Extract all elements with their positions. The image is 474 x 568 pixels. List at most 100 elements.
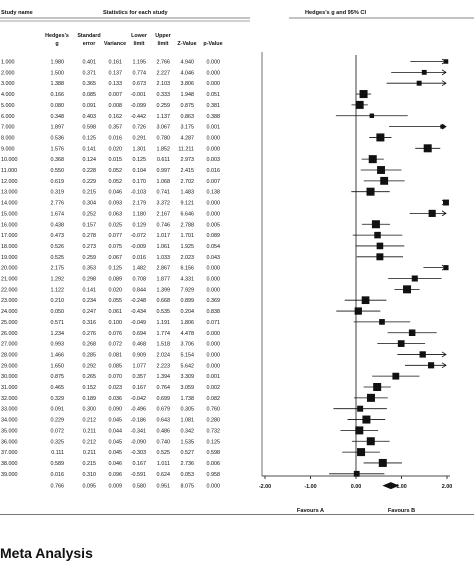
study-variance: 0.075: [109, 244, 123, 250]
study-p-value: 0.000: [207, 363, 221, 369]
study-effect-marker: [423, 144, 432, 153]
study-lower-limit: 0.673: [133, 81, 147, 87]
study-variance: 0.090: [109, 407, 123, 413]
x-tick-label: -1.00: [304, 484, 316, 490]
column-header-z-value-line2: Z-Value: [177, 41, 196, 47]
favours-left-label: Favours A: [297, 508, 324, 514]
study-p-value: 0.958: [207, 472, 221, 478]
study-z-value: 3.059: [181, 385, 195, 391]
study-p-value: 0.000: [207, 81, 221, 87]
study-effect-marker: [378, 458, 387, 467]
study-effect-marker: [357, 405, 364, 412]
study-lower-limit: -0.434: [131, 309, 146, 315]
summary-hedges-g: 0.766: [51, 484, 65, 490]
study-name: 12.000: [1, 179, 18, 185]
study-upper-limit: 0.668: [157, 298, 171, 304]
summary-standard-error: 0.095: [83, 484, 97, 490]
study-z-value: 2.736: [181, 461, 195, 467]
study-p-value: 0.000: [207, 146, 221, 152]
study-standard-error: 0.292: [83, 363, 97, 369]
study-hedges-g: 0.875: [51, 374, 65, 380]
study-hedges-g: 0.325: [51, 439, 65, 445]
study-z-value: 5.154: [181, 352, 195, 358]
favours-right-label: Favours B: [388, 508, 415, 514]
study-variance: 0.072: [109, 342, 123, 348]
study-lower-limit: -0.103: [131, 190, 146, 196]
study-lower-limit: -0.442: [131, 114, 146, 120]
study-name: 14.000: [1, 201, 18, 207]
study-effect-marker: [357, 448, 366, 457]
study-p-value: 0.138: [207, 190, 221, 196]
study-standard-error: 0.152: [83, 385, 97, 391]
study-upper-limit: 0.740: [157, 439, 171, 445]
study-standard-error: 0.304: [83, 201, 97, 207]
study-upper-limit: 0.997: [157, 168, 171, 174]
study-standard-error: 0.316: [83, 320, 97, 326]
column-header-hedges-g-line1: Hedges's: [45, 33, 69, 39]
study-hedges-g: 0.091: [51, 407, 65, 413]
study-hedges-g: 0.210: [51, 298, 65, 304]
study-standard-error: 0.401: [83, 60, 97, 66]
study-hedges-g: 1.500: [51, 70, 65, 76]
study-effect-marker: [416, 80, 422, 86]
study-name: 38.000: [1, 461, 18, 467]
study-p-value: 0.732: [207, 428, 221, 434]
study-variance: 0.023: [109, 385, 123, 391]
study-hedges-g: 0.619: [51, 179, 65, 185]
study-lower-limit: -0.248: [131, 298, 146, 304]
study-effect-marker: [443, 199, 449, 206]
study-standard-error: 0.273: [83, 244, 97, 250]
study-variance: 0.161: [109, 60, 123, 66]
study-standard-error: 0.212: [83, 418, 97, 424]
study-name: 24.000: [1, 309, 18, 315]
study-lower-limit: 0.357: [133, 374, 147, 380]
study-standard-error: 0.300: [83, 407, 97, 413]
study-effect-marker: [355, 100, 364, 109]
study-effect-marker: [392, 372, 400, 380]
study-lower-limit: 0.125: [133, 157, 147, 163]
study-lower-limit: 0.774: [133, 70, 147, 76]
study-hedges-g: 0.111: [51, 450, 64, 456]
study-standard-error: 0.371: [83, 70, 97, 76]
study-name: 5.000: [1, 103, 15, 109]
study-upper-limit: 0.624: [157, 472, 171, 478]
study-name: 31.000: [1, 385, 18, 391]
study-z-value: 1.701: [181, 233, 195, 239]
study-variance: 0.063: [109, 211, 123, 217]
study-standard-error: 0.234: [83, 298, 97, 304]
study-hedges-g: 1.466: [51, 352, 65, 358]
study-z-value: 2.415: [181, 168, 195, 174]
study-p-value: 0.760: [207, 407, 221, 413]
study-variance: 0.089: [109, 277, 123, 283]
study-z-value: 1.806: [181, 320, 195, 326]
study-variance: 0.045: [109, 450, 123, 456]
study-p-value: 0.000: [207, 70, 221, 76]
study-name: 32.000: [1, 396, 18, 402]
study-name: 4.000: [1, 92, 15, 98]
study-effect-marker: [366, 437, 375, 446]
study-upper-limit: 0.611: [157, 157, 170, 163]
summary-p-value: 0.000: [207, 484, 221, 490]
study-effect-marker: [374, 231, 381, 239]
study-upper-limit: 0.741: [157, 190, 171, 196]
study-standard-error: 0.125: [83, 135, 97, 141]
study-upper-limit: 1.137: [157, 114, 171, 120]
study-lower-limit: 0.708: [133, 277, 147, 283]
study-upper-limit: 1.852: [157, 146, 171, 152]
study-variance: 0.162: [109, 114, 123, 120]
study-name: 39.000: [1, 472, 18, 478]
study-lower-limit: 0.167: [133, 385, 147, 391]
study-lower-limit: 1.301: [133, 146, 147, 152]
study-lower-limit: 0.694: [133, 331, 147, 337]
study-upper-limit: 2.227: [157, 70, 171, 76]
study-upper-limit: 0.535: [157, 309, 171, 315]
study-variance: 0.016: [109, 135, 123, 141]
study-hedges-g: 0.229: [51, 418, 65, 424]
study-lower-limit: -0.303: [131, 450, 146, 456]
study-standard-error: 0.265: [83, 374, 97, 380]
study-name: 7.000: [1, 125, 15, 131]
study-standard-error: 0.252: [83, 211, 97, 217]
study-p-value: 0.000: [207, 352, 221, 358]
study-hedges-g: 0.050: [51, 309, 65, 315]
study-hedges-g: 0.589: [51, 461, 65, 467]
